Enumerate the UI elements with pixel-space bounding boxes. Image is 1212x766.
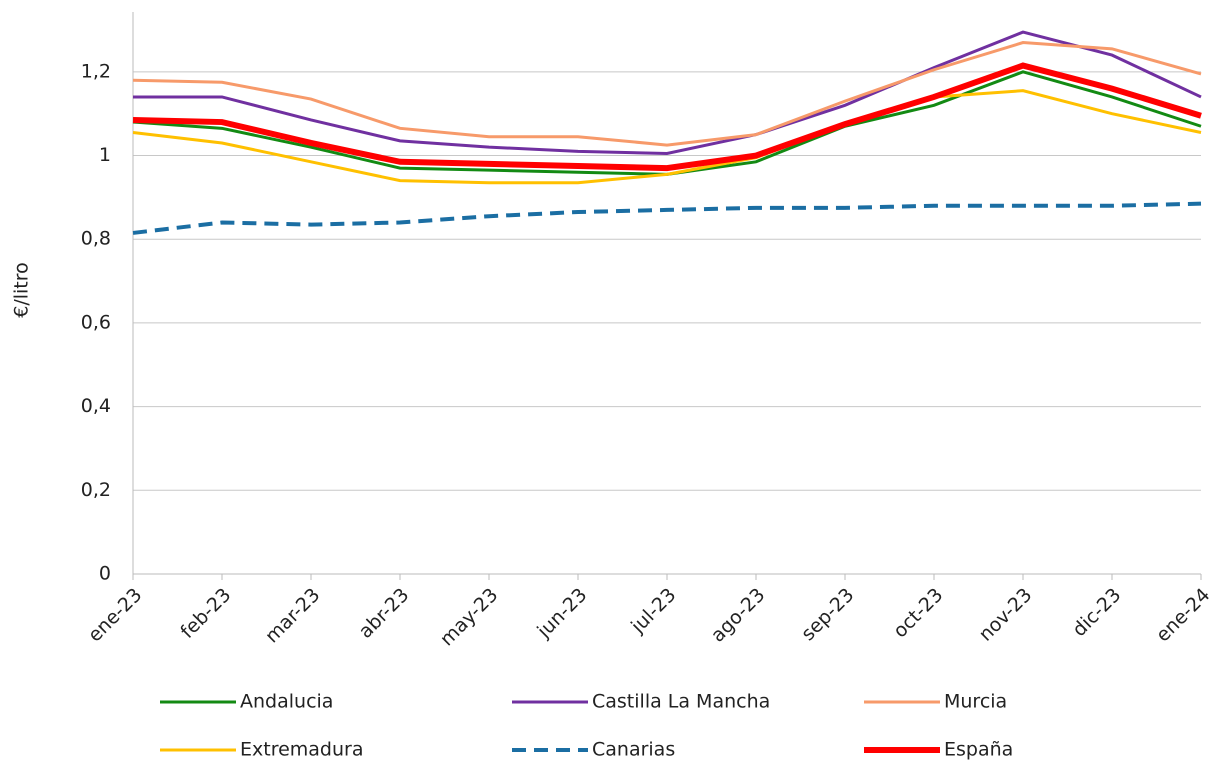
- x-tick-label: mar-23: [261, 584, 324, 647]
- x-tick-label: nov-23: [975, 584, 1037, 646]
- y-tick-label: 1: [99, 144, 111, 166]
- series-line: [132, 89, 1202, 185]
- x-tick-label: dic-23: [1068, 584, 1125, 641]
- x-tick-label: ene-23: [84, 584, 147, 647]
- x-tick-label: feb-23: [176, 584, 235, 643]
- x-tick-label: jun-23: [532, 584, 591, 643]
- y-tick-label: 0: [99, 563, 111, 585]
- series-line: [132, 41, 1202, 147]
- series-line: [132, 201, 1202, 235]
- y-tick-label: 0,6: [81, 311, 111, 333]
- x-tick-label: may-23: [436, 584, 503, 651]
- y-axis-label: €/litro: [11, 262, 33, 318]
- y-tick-label: 0,8: [81, 228, 111, 250]
- legend-label: Canarias: [592, 739, 675, 761]
- series-line: [133, 30, 1202, 155]
- x-tick-label: jul-23: [626, 584, 680, 638]
- x-tick-label: sep-23: [797, 584, 858, 645]
- legend-label: Murcia: [944, 691, 1007, 713]
- x-tick-label: oct-23: [889, 584, 947, 642]
- legend-label: Castilla La Mancha: [592, 691, 770, 713]
- y-tick-label: 0,4: [81, 395, 111, 417]
- x-tick-label: ago-23: [707, 584, 770, 647]
- x-tick-label: ene-24: [1152, 584, 1212, 647]
- x-tick-label: abr-23: [354, 584, 413, 643]
- series-line: [132, 62, 1202, 172]
- legend-label: Extremadura: [240, 739, 364, 761]
- legend-label: Andalucia: [240, 691, 333, 713]
- y-tick-label: 0,2: [81, 479, 111, 501]
- legend-label: España: [944, 739, 1013, 761]
- y-tick-label: 1,2: [81, 60, 111, 82]
